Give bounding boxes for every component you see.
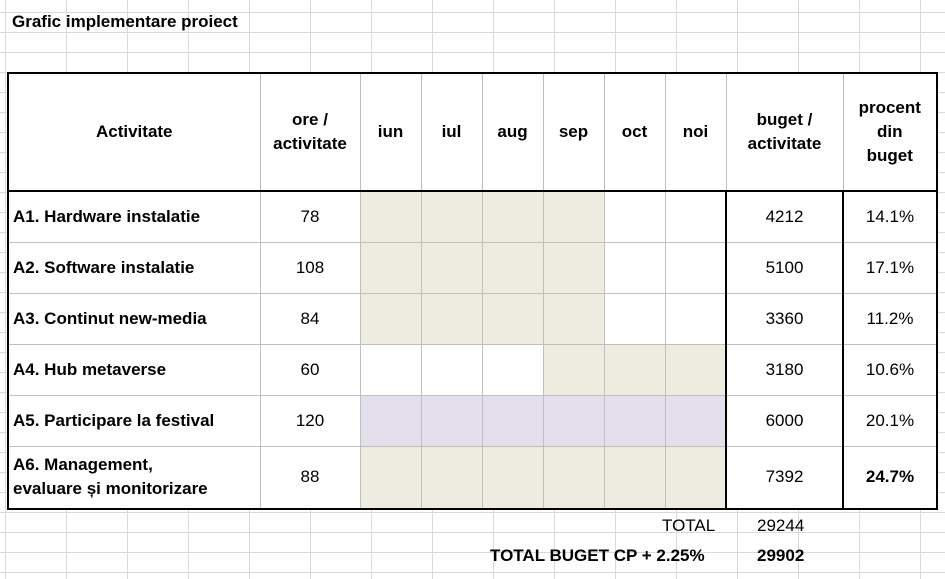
gantt-cell-iun[interactable] [359,343,422,396]
gantt-cell-aug[interactable] [481,190,544,243]
percent-cell[interactable]: 11.2% [842,292,938,345]
header-month-oct[interactable]: oct [603,72,666,192]
header-percent[interactable]: procent din buget [842,72,938,192]
gantt-cell-noi[interactable] [664,190,727,243]
header-hours-line2: activitate [273,134,347,153]
gantt-cell-aug[interactable] [481,241,544,294]
budget-cell[interactable]: 5100 [725,241,844,294]
table-row: A2. Software instalatie 108 5100 17.1% [7,241,938,294]
gantt-cell-iul[interactable] [420,394,483,447]
header-percent-line1: procent [858,98,921,117]
header-hours-line1: ore / [292,110,328,129]
percent-cell[interactable]: 17.1% [842,241,938,294]
header-percent-line3: buget [866,146,913,165]
table-row: A1. Hardware instalatie 78 4212 14.1% [7,190,938,243]
gantt-cell-aug[interactable] [481,445,544,510]
implementation-table: Activitate ore / activitate iun iul aug … [7,72,938,510]
hours-cell[interactable]: 78 [259,190,361,243]
header-month-sep[interactable]: sep [542,72,605,192]
hours-cell[interactable]: 60 [259,343,361,396]
header-month-iul[interactable]: iul [420,72,483,192]
activity-cell[interactable]: A3. Continut new-media [7,292,261,345]
gantt-cell-sep[interactable] [542,343,605,396]
table-row: A3. Continut new-media 84 3360 11.2% [7,292,938,345]
hours-cell[interactable]: 88 [259,445,361,510]
budget-cell[interactable]: 3360 [725,292,844,345]
budget-cell[interactable]: 7392 [725,445,844,510]
header-month-aug[interactable]: aug [481,72,544,192]
header-activity[interactable]: Activitate [7,72,261,192]
activity-line: evaluare și monitorizare [13,479,208,499]
percent-cell[interactable]: 24.7% [842,445,938,510]
gantt-cell-sep[interactable] [542,445,605,510]
gantt-cell-aug[interactable] [481,343,544,396]
gantt-cell-oct[interactable] [603,394,666,447]
gantt-cell-oct[interactable] [603,241,666,294]
header-budget-line2: activitate [747,134,822,153]
gantt-cell-sep[interactable] [542,241,605,294]
gantt-cell-iun[interactable] [359,445,422,510]
activity-cell[interactable]: A5. Participare la festival [7,394,261,447]
header-budget[interactable]: buget / activitate [725,72,844,192]
header-month-iun[interactable]: iun [359,72,422,192]
header-hours[interactable]: ore / activitate [259,72,361,192]
budget-cell[interactable]: 6000 [725,394,844,447]
header-row: Activitate ore / activitate iun iul aug … [7,72,938,192]
page-title: Grafic implementare proiect [12,12,238,31]
grand-total-label[interactable]: TOTAL BUGET CP + 2.25% [490,546,705,565]
budget-cell[interactable]: 3180 [725,343,844,396]
table-row: A5. Participare la festival 120 6000 20.1% [7,394,938,447]
total-value[interactable]: 29244 [757,516,805,535]
budget-cell[interactable]: 4212 [725,190,844,243]
activity-cell[interactable]: A6. Management, evaluare și monitorizare [7,445,261,510]
header-month-noi[interactable]: noi [664,72,727,192]
gantt-cell-noi[interactable] [664,343,727,396]
activity-cell[interactable]: A1. Hardware instalatie [7,190,261,243]
hours-cell[interactable]: 84 [259,292,361,345]
hours-cell[interactable]: 120 [259,394,361,447]
gantt-cell-sep[interactable] [542,190,605,243]
gantt-cell-oct[interactable] [603,190,666,243]
gantt-cell-iun[interactable] [359,292,422,345]
gantt-cell-iul[interactable] [420,241,483,294]
table-row: A6. Management, evaluare și monitorizare 8… [7,445,938,510]
gantt-cell-noi[interactable] [664,445,727,510]
activity-cell[interactable]: A2. Software instalatie [7,241,261,294]
gantt-cell-iul[interactable] [420,343,483,396]
total-label[interactable]: TOTAL [662,516,716,535]
gantt-cell-sep[interactable] [542,292,605,345]
percent-cell[interactable]: 14.1% [842,190,938,243]
gantt-cell-sep[interactable] [542,394,605,447]
gantt-cell-iul[interactable] [420,190,483,243]
gantt-cell-aug[interactable] [481,292,544,345]
percent-cell[interactable]: 10.6% [842,343,938,396]
table-body: A1. Hardware instalatie 78 4212 14.1% A2. So… [7,190,938,510]
gantt-cell-noi[interactable] [664,394,727,447]
gantt-cell-iul[interactable] [420,445,483,510]
hours-cell[interactable]: 108 [259,241,361,294]
gantt-cell-iun[interactable] [359,394,422,447]
grand-total-value[interactable]: 29902 [757,546,805,565]
percent-cell[interactable]: 20.1% [842,394,938,447]
gantt-cell-oct[interactable] [603,343,666,396]
gantt-cell-iun[interactable] [359,190,422,243]
gantt-cell-oct[interactable] [603,292,666,345]
table-row: A4. Hub metaverse 60 3180 10.6% [7,343,938,396]
header-percent-line2: din [877,122,903,141]
gantt-cell-oct[interactable] [603,445,666,510]
gantt-cell-noi[interactable] [664,241,727,294]
gantt-cell-iul[interactable] [420,292,483,345]
gantt-cell-aug[interactable] [481,394,544,447]
activity-line: A6. Management, [13,455,153,475]
gantt-cell-noi[interactable] [664,292,727,345]
gantt-cell-iun[interactable] [359,241,422,294]
header-budget-line1: buget / [756,110,813,129]
activity-cell[interactable]: A4. Hub metaverse [7,343,261,396]
